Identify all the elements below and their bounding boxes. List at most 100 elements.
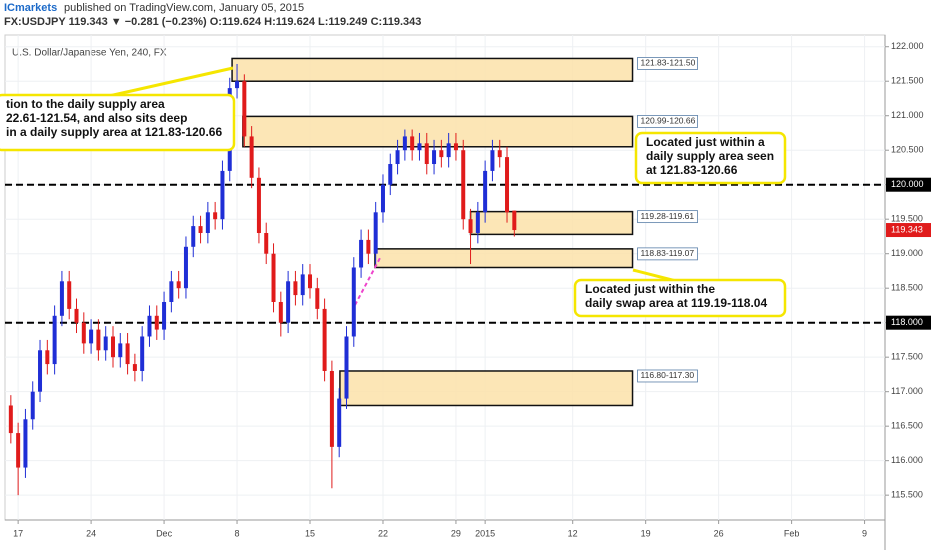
y-tick-label: 117.000 [891,386,923,396]
y-tick-label: 118.500 [891,283,923,293]
x-tick-label: 12 [568,528,578,538]
x-tick-label: 24 [86,528,96,538]
level-label: 118.000 [891,317,923,327]
callout-text: 22.61-121.54, and also sits deep [6,111,187,125]
candle-body [359,239,364,268]
callout-text: Located just within the [585,282,715,296]
candle-body [213,212,218,220]
x-tick-label: 19 [641,528,651,538]
x-tick-label: 9 [862,528,867,538]
level-label-box [886,177,931,192]
candle-body [74,308,79,323]
candle-body [191,226,196,247]
candle-body [16,433,21,468]
candle-body [300,274,305,296]
candle-body [329,370,334,447]
candle-body [242,81,247,137]
callout-text: at 121.83-120.66 [646,163,738,177]
publisher: ICmarkets [4,2,57,14]
candle-body [147,315,152,337]
supply-demand-zone [339,370,634,407]
x-tick-label: 22 [378,528,388,538]
zone-label: 121.83-121.50 [641,58,696,68]
candle-body [81,322,86,344]
x-tick-label: 26 [714,528,724,538]
quote: FX:USDJPY 119.343 ▼ −0.281 (−0.23%) O:11… [4,16,421,28]
candle-body [439,150,444,158]
x-tick-label: 17 [13,528,23,538]
candle-body [103,336,108,351]
candle-body [308,274,313,289]
candle-body [205,212,210,234]
candle-body [410,136,415,151]
candle-body [461,150,466,220]
candle-body [169,281,174,302]
level-label: 120.000 [891,179,924,189]
candle-body [8,405,13,434]
zone-label-box [637,247,698,261]
candle-body [59,281,64,316]
candle-body [388,164,393,185]
callout-box [0,93,236,152]
candle-body [125,343,130,365]
supply-demand-zone [469,210,634,236]
candle-body [432,150,437,165]
candle-body [380,184,385,213]
candle-body [512,210,517,231]
level-label-box [886,315,931,330]
candle-body [497,150,502,158]
y-tick-label: 120.500 [891,145,924,155]
x-tick-label: Feb [784,528,800,538]
x-tick-label: Dec [156,528,173,538]
y-tick-label: 115.500 [891,490,923,500]
zone-label-box [637,369,698,383]
chart-title: U.S. Dollar/Japanese Yen, 240, FX [12,48,167,59]
candle-body [256,177,261,234]
y-tick-label: 117.500 [891,352,923,362]
candle-body [278,301,283,323]
candle-body [45,350,50,365]
candle-body [176,281,181,289]
candle-body [395,150,400,165]
supply-demand-zone [242,115,634,148]
candle-body [322,308,327,371]
candle-body [140,336,145,371]
candle-body [110,336,115,358]
candle-body [505,157,510,213]
zone-label: 118.83-119.07 [641,248,695,258]
callout-pointer [99,66,234,100]
candle-body [402,136,407,151]
candle-body [483,170,488,213]
candle-body [154,315,159,330]
candle-body [490,150,495,171]
y-tick-label: 116.500 [891,421,923,431]
supply-demand-zone [374,248,634,269]
zone-label-box [637,115,698,128]
candle-body [118,343,123,358]
x-tick-label: 8 [235,528,240,538]
candle-body [30,391,35,420]
candle-body [271,253,276,302]
candle-body [38,350,43,392]
zone-label: 116.80-117.30 [641,370,695,380]
callout-box [573,278,787,318]
published: published on TradingView.com, January 05… [64,2,304,14]
candle-body [198,226,203,234]
candle-body [453,143,458,151]
candle-body [424,143,429,165]
candle-body [23,419,28,468]
last-price-label: 119.343 [891,224,923,234]
candle-body [235,81,240,89]
candle-body [183,246,188,289]
candle-body [373,212,378,254]
zone-label: 120.99-120.66 [641,116,696,126]
supply-demand-zone [231,57,634,82]
callout-text: Located just within a [646,135,765,149]
trend-line [354,257,381,306]
candle-body [67,281,72,309]
callout-box [634,131,787,185]
candle-body [351,267,356,337]
